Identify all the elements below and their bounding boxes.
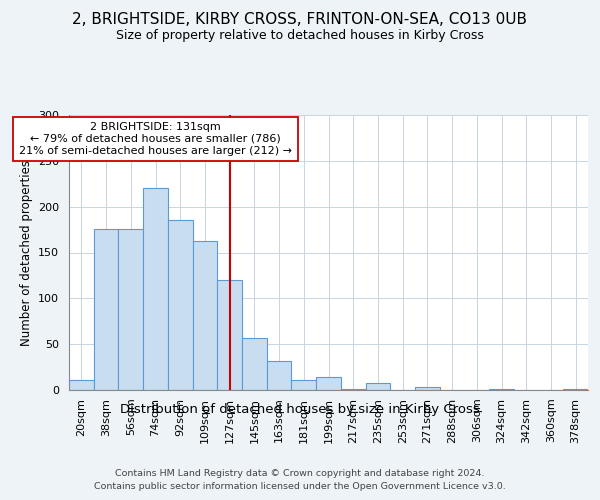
Bar — [489, 389, 514, 390]
Text: Contains public sector information licensed under the Open Government Licence v3: Contains public sector information licen… — [94, 482, 506, 491]
Bar — [563, 389, 588, 390]
Bar — [143, 188, 168, 390]
Bar — [292, 380, 316, 390]
Bar — [242, 338, 267, 390]
Bar — [118, 228, 143, 390]
Text: Contains HM Land Registry data © Crown copyright and database right 2024.: Contains HM Land Registry data © Crown c… — [115, 468, 485, 477]
Text: 2 BRIGHTSIDE: 131sqm
← 79% of detached houses are smaller (786)
21% of semi-deta: 2 BRIGHTSIDE: 131sqm ← 79% of detached h… — [19, 122, 292, 156]
Text: 2, BRIGHTSIDE, KIRBY CROSS, FRINTON-ON-SEA, CO13 0UB: 2, BRIGHTSIDE, KIRBY CROSS, FRINTON-ON-S… — [73, 12, 527, 28]
Bar — [267, 360, 292, 390]
Bar — [341, 389, 365, 390]
Text: Size of property relative to detached houses in Kirby Cross: Size of property relative to detached ho… — [116, 29, 484, 42]
Bar — [415, 387, 440, 390]
Bar — [217, 280, 242, 390]
Bar — [193, 240, 217, 390]
Bar — [316, 377, 341, 390]
Bar — [69, 380, 94, 390]
Bar — [365, 382, 390, 390]
Text: Distribution of detached houses by size in Kirby Cross: Distribution of detached houses by size … — [120, 402, 480, 415]
Y-axis label: Number of detached properties: Number of detached properties — [20, 160, 32, 346]
Bar — [168, 220, 193, 390]
Bar — [94, 228, 118, 390]
